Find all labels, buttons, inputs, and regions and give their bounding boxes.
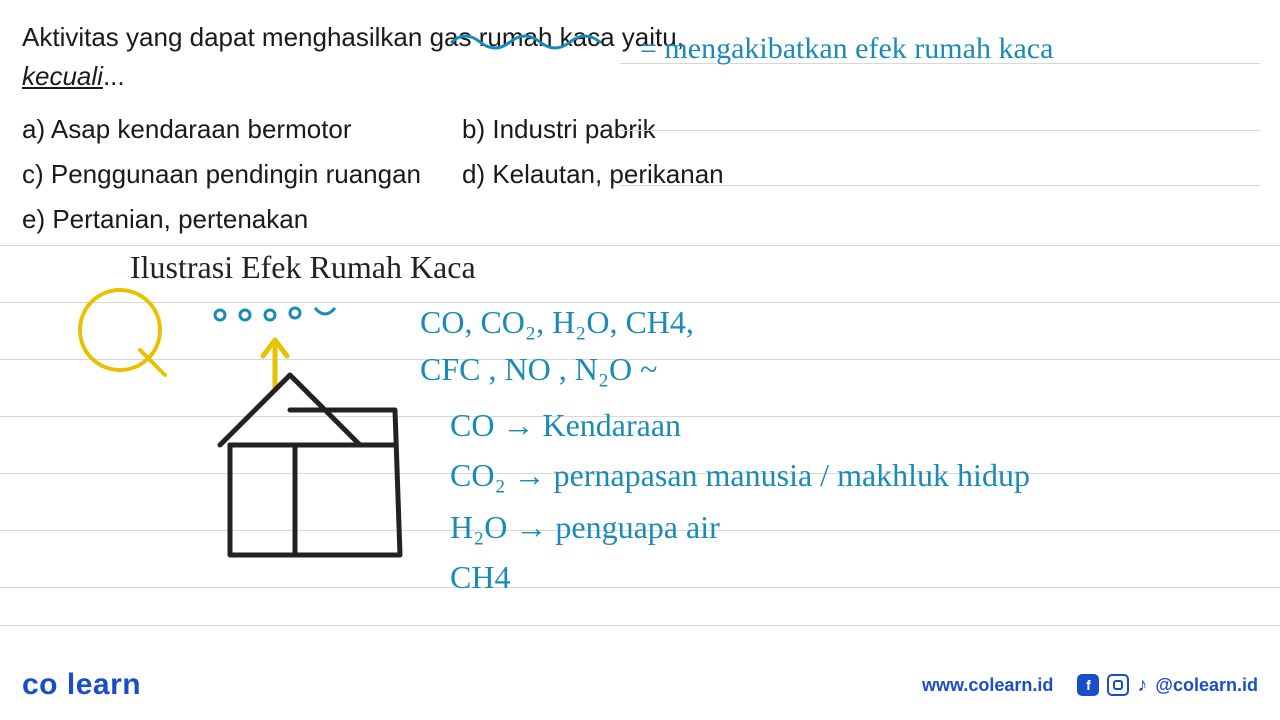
rule-line [0,587,1280,588]
option-e: e) Pertanian, pertenakan [22,204,442,235]
annotation-co2: CO₂ → pernapasan manusia / makhluk hidup [450,458,1030,493]
annotation-gases-2: CFC , NO , N₂O ~ [420,352,657,387]
option-row-3: e) Pertanian, pertenakan [22,204,1258,235]
rule-line [0,302,1280,303]
brand-logo: co learn [22,668,141,702]
brand-right: learn [67,668,141,701]
annotation-h2o: H₂O → penguapa air [450,510,720,545]
footer-url: www.colearn.id [922,675,1053,696]
brand-left: co [22,668,58,701]
facebook-icon: f [1077,674,1099,696]
option-c: c) Penggunaan pendingin ruangan [22,159,442,190]
bounce-circles [210,300,350,330]
option-a: a) Asap kendaraan bermotor [22,114,442,145]
footer-right: www.colearn.id f ♪ @colearn.id [922,674,1258,697]
house-sketch [200,355,420,575]
annotation-ch4: CH4 [450,560,510,595]
option-row-2: c) Penggunaan pendingin ruangan d) Kelau… [22,159,1258,190]
annotation-title: Ilustrasi Efek Rumah Kaca [130,250,476,285]
footer: co learn www.colearn.id f ♪ @colearn.id [0,668,1280,702]
social-icons: f ♪ @colearn.id [1077,674,1258,697]
annotation-gases-1: CO, CO₂, H₂O, CH4, [420,305,694,340]
rule-line [0,245,1280,246]
squiggle-underline [450,30,630,50]
sun-icon [70,280,170,380]
option-d: d) Kelautan, perikanan [462,159,862,190]
option-b: b) Industri pabrik [462,114,862,145]
tiktok-icon: ♪ [1137,674,1147,697]
annotation-co: CO → Kendaraan [450,408,681,443]
annotation-top-right: = mengakibatkan efek rumah kaca [640,32,1053,65]
option-row-1: a) Asap kendaraan bermotor b) Industri p… [22,114,1258,145]
instagram-icon [1107,674,1129,696]
ellipsis: ... [103,61,125,91]
rule-line [0,625,1280,626]
options-block: a) Asap kendaraan bermotor b) Industri p… [22,114,1258,235]
footer-handle: @colearn.id [1155,675,1258,696]
brand-dot [58,668,67,701]
kecuali-word: kecuali [22,61,103,91]
